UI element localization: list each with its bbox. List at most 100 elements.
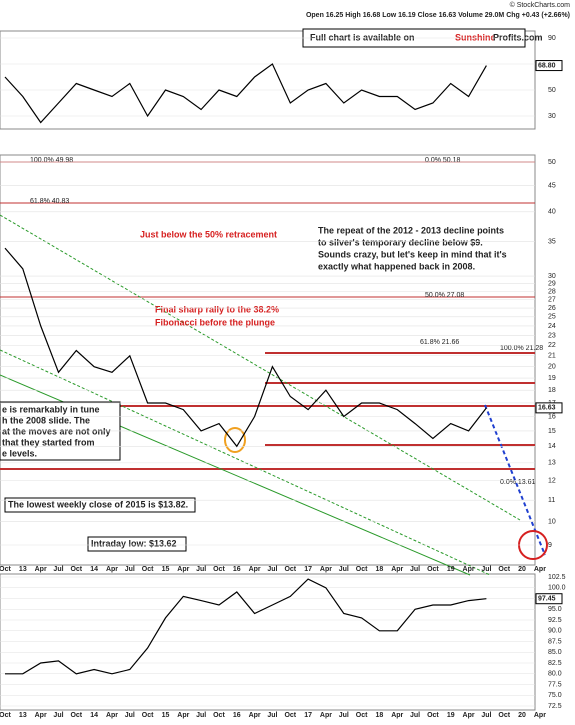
banner-brand: Sunshine	[455, 32, 496, 42]
x-tick-label: Oct	[427, 566, 439, 573]
annotation: Final sharp rally to the 38.2%	[155, 304, 279, 314]
x-tick-label: Jul	[410, 566, 420, 573]
x-tick-label: Apr	[391, 712, 403, 719]
y-tick-label: 90	[548, 35, 556, 42]
x-tick-label: Jul	[196, 566, 206, 573]
x-tick-label: 13	[19, 712, 27, 719]
fib-lines	[0, 161, 535, 470]
y-tick-label: 87.5	[548, 638, 562, 645]
x-tick-label: Jul	[339, 712, 349, 719]
x-tick-label: Apr	[106, 566, 118, 573]
x-tick-label: Jul	[53, 566, 63, 573]
x-tick-label: Oct	[284, 566, 296, 573]
series-line	[4, 247, 487, 448]
x-tick-label: Apr	[177, 566, 189, 573]
y-tick-label: 102.5	[548, 574, 566, 581]
x-tick-label: Apr	[249, 566, 261, 573]
x-tick-label: Jul	[481, 712, 491, 719]
quote: Open 16.25 High 16.68 Low 16.19 Close 16…	[306, 12, 570, 19]
y-tick-label: 50	[548, 87, 556, 94]
x-tick-label: 18	[376, 712, 384, 719]
x-tick-label: Apr	[35, 712, 47, 719]
x-tick-label: Apr	[463, 712, 475, 719]
x-tick-label: 16	[233, 566, 241, 573]
y-tick-label: 29	[548, 281, 556, 288]
x-tick-label: Apr	[463, 566, 475, 573]
x-tick-label: 14	[90, 566, 98, 573]
x-tick-label: Oct	[356, 712, 368, 719]
x-tick-label: Oct	[213, 566, 225, 573]
y-tick-label: 16	[548, 413, 556, 420]
fib-label: 0.0% 50.18	[425, 157, 461, 164]
x-tick-label: Oct	[213, 712, 225, 719]
x-tick-label: Apr	[177, 712, 189, 719]
y-tick-label: 45	[548, 182, 556, 189]
x-tick-label: Apr	[320, 566, 332, 573]
note-box: The repeat of the 2012 - 2013 decline po…	[315, 225, 515, 273]
y-tick-label: 28	[548, 288, 556, 295]
y-tick-label: 9	[548, 542, 552, 549]
y-tick-label: 90.0	[548, 628, 562, 635]
x-tick-label: 17	[304, 712, 312, 719]
x-tick-label: Oct	[0, 712, 12, 719]
x-tick-label: 20	[518, 712, 526, 719]
y-tick-label: 11	[548, 497, 555, 504]
x-tick-label: Jul	[267, 712, 277, 719]
y-tick-label: 15	[548, 428, 556, 435]
fib-label: 61.8% 40.83	[30, 198, 69, 205]
annotation: e is remarkably in tune	[2, 404, 100, 414]
y-tick-label: 80.0	[548, 671, 562, 678]
y-tick-label: 22	[548, 342, 556, 349]
x-tick-label: Jul	[125, 712, 135, 719]
fib-label: 61.8% 21.66	[420, 339, 459, 346]
x-tick-label: Apr	[106, 712, 118, 719]
source: © StockCharts.com	[510, 1, 571, 9]
y-tick-label: 14	[548, 443, 556, 450]
x-tick-label: Jul	[196, 712, 206, 719]
y-tick-label: 72.5	[548, 703, 562, 710]
last-value-label: 97.45	[538, 596, 556, 603]
x-tick-label: Oct	[284, 712, 296, 719]
annotation: h the 2008 slide. The	[2, 415, 90, 425]
x-tick-label: Oct	[70, 712, 82, 719]
x-tick-label: Jul	[410, 712, 420, 719]
annotation: e levels.	[2, 448, 37, 458]
annotation: Intraday low: $13.62	[91, 538, 177, 548]
usd-panel	[0, 573, 536, 711]
annotation: to silver's temporary decline below $9.	[318, 237, 483, 247]
x-tick-label: 14	[90, 712, 98, 719]
x-tick-label: Oct	[0, 566, 12, 573]
banner-text: Full chart is available on	[310, 32, 415, 42]
y-tick-label: 95.0	[548, 606, 562, 613]
fib-label: 100.0% 49.98	[30, 157, 73, 164]
x-tick-label: Oct	[427, 712, 439, 719]
y-tick-label: 27	[548, 296, 556, 303]
x-tick-label: Oct	[356, 566, 368, 573]
x-tick-label: 18	[376, 566, 384, 573]
y-tick-label: 30	[548, 113, 556, 120]
x-tick-label: Jul	[53, 712, 63, 719]
y-tick-label: 20	[548, 363, 556, 370]
x-tick-label: 15	[162, 566, 170, 573]
annotation: that they started from	[2, 437, 95, 447]
last-value-tag	[535, 593, 563, 605]
annotation: Just below the 50% retracement	[140, 229, 277, 239]
annotation: Sounds crazy, but let's keep in mind tha…	[318, 249, 507, 259]
y-tick-label: 25	[548, 314, 556, 321]
last-value-label: 68.80	[538, 62, 556, 69]
x-tick-label: 19	[447, 566, 455, 573]
y-tick-label: 75.0	[548, 692, 562, 699]
y-tick-label: 19	[548, 375, 556, 382]
rsi-panel	[0, 30, 536, 130]
price-panel	[0, 154, 536, 566]
x-tick-label: 20	[518, 566, 526, 573]
note-box	[4, 497, 196, 513]
x-tick-label: Oct	[498, 712, 510, 719]
fib-label: 0.0% 13.61	[500, 479, 536, 486]
y-tick-label: 26	[548, 305, 556, 312]
y-tick-label: 82.5	[548, 660, 562, 667]
x-tick-label: Apr	[534, 712, 546, 719]
x-tick-label: Apr	[249, 712, 261, 719]
note-box	[87, 536, 187, 552]
